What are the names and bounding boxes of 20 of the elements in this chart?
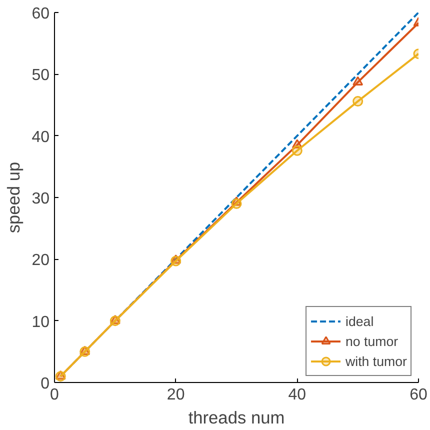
point (352, 96, 364, 107)
point (231, 198, 242, 209)
y-tick-label: 0 (40, 376, 50, 392)
legend-label: no tumor (346, 334, 398, 348)
y-tick-label: 30 (32, 190, 50, 208)
legend-label: ideal (346, 314, 374, 328)
y-tick-label: 20 (32, 252, 50, 270)
x-tick-label: 20 (166, 386, 185, 404)
y-tick-label: 60 (32, 6, 50, 22)
x-tick-label: 40 (288, 386, 306, 404)
y-axis-title: speed up (4, 162, 24, 234)
y-tick-label: 40 (32, 128, 50, 146)
x-tick-label: 60 (410, 386, 428, 404)
y-tick-label: 10 (32, 314, 50, 331)
point (170, 256, 182, 266)
legend-label: with tumor (346, 354, 407, 368)
point (352, 76, 364, 86)
y-tick-label: 50 (32, 67, 50, 84)
point (292, 145, 302, 156)
x-axis-title: threads num (188, 408, 285, 428)
